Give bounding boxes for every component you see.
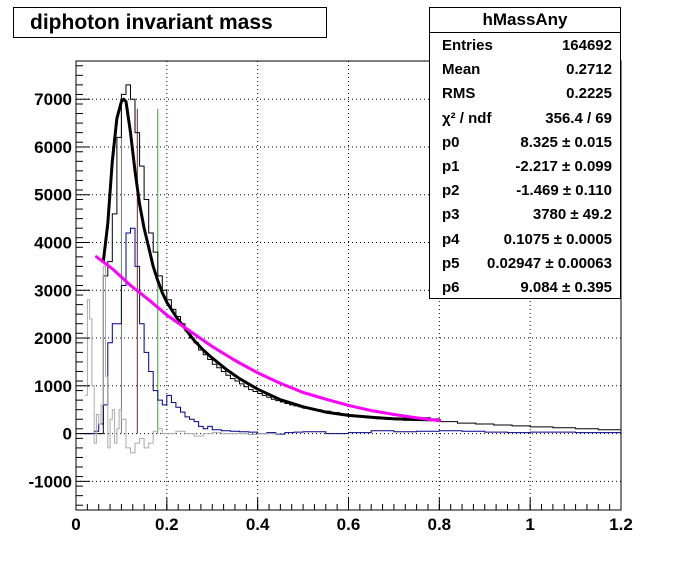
stats-label: Mean <box>442 61 481 79</box>
stats-value: 9.084 ± 0.395 <box>520 279 612 296</box>
fit-curve <box>101 97 441 422</box>
x-tick-label: 0.2 <box>155 515 179 534</box>
y-tick-label: 1000 <box>34 377 72 396</box>
series-group <box>80 84 621 454</box>
y-tick-label: 7000 <box>34 90 72 109</box>
stats-label: p4 <box>442 230 460 248</box>
y-tick-label: 4000 <box>34 234 72 253</box>
y-tick-label: -1000 <box>29 472 72 491</box>
stats-row: p6 9.084 ± 0.395 <box>442 276 612 300</box>
y-tick-label: 5000 <box>34 186 72 205</box>
axes: 0 0.2 0.4 0.6 0.8 1 1.2 -1000 0 1000 2000 3000 4000 5… <box>29 65 633 534</box>
chart-title: diphoton invariant mass <box>13 7 327 38</box>
stats-label: p3 <box>442 206 460 224</box>
stats-row: p1 -2.217 ± 0.099 <box>442 155 612 179</box>
x-tick-label: 0 <box>71 515 80 534</box>
x-tick-label: 0.8 <box>428 515 452 534</box>
y-tick-label: 6000 <box>34 138 72 157</box>
stats-label: p6 <box>442 279 460 296</box>
x-tick-label: 1.2 <box>609 515 633 534</box>
stats-row: p2 -1.469 ± 0.110 <box>442 179 612 203</box>
stats-value: 0.1075 ± 0.0005 <box>503 230 612 248</box>
stats-value: 3780 ± 49.2 <box>532 206 612 224</box>
fit-curve <box>94 255 441 423</box>
y-tick-label: 3000 <box>34 281 72 300</box>
stats-box: hMassAny Entries 164692 Mean 0.2712 RMS 0.222… <box>429 7 621 299</box>
stats-value: 356.4 / 69 <box>545 109 612 127</box>
stats-row: χ² / ndf 356.4 / 69 <box>442 107 612 131</box>
stats-label: p0 <box>442 133 460 151</box>
stats-row: Entries 164692 <box>442 34 612 58</box>
stats-row: Mean 0.2712 <box>442 58 612 82</box>
stats-row: p0 8.325 ± 0.015 <box>442 131 612 155</box>
x-tick-label: 0.4 <box>246 515 270 534</box>
stats-label: p2 <box>442 182 460 200</box>
histogram-series <box>85 265 281 454</box>
stats-row: RMS 0.2225 <box>442 82 612 106</box>
histogram-series <box>80 227 621 435</box>
stats-label: p1 <box>442 158 460 175</box>
stats-row: p5 0.02947 ± 0.00063 <box>442 252 612 276</box>
stats-label: χ² / ndf <box>442 109 492 127</box>
stats-value: -2.217 ± 0.099 <box>515 158 612 175</box>
y-tick-label: 0 <box>63 425 72 444</box>
stats-value: 0.2712 <box>566 61 612 79</box>
stats-label: Entries <box>442 37 493 54</box>
stats-title: hMassAny <box>430 8 620 33</box>
stats-label: p5 <box>442 254 460 272</box>
y-tick-label: 2000 <box>34 329 72 348</box>
stats-value: 0.02947 ± 0.00063 <box>486 254 612 272</box>
stats-value: 8.325 ± 0.015 <box>520 133 612 151</box>
stats-label: RMS <box>442 85 476 103</box>
x-tick-label: 0.6 <box>337 515 361 534</box>
stats-row: p4 0.1075 ± 0.0005 <box>442 228 612 252</box>
stats-value: -1.469 ± 0.110 <box>516 182 612 200</box>
stats-value: 0.2225 <box>566 85 612 103</box>
stats-row: p3 3780 ± 49.2 <box>442 203 612 227</box>
x-tick-label: 1 <box>525 515 534 534</box>
stats-value: 164692 <box>561 37 612 54</box>
